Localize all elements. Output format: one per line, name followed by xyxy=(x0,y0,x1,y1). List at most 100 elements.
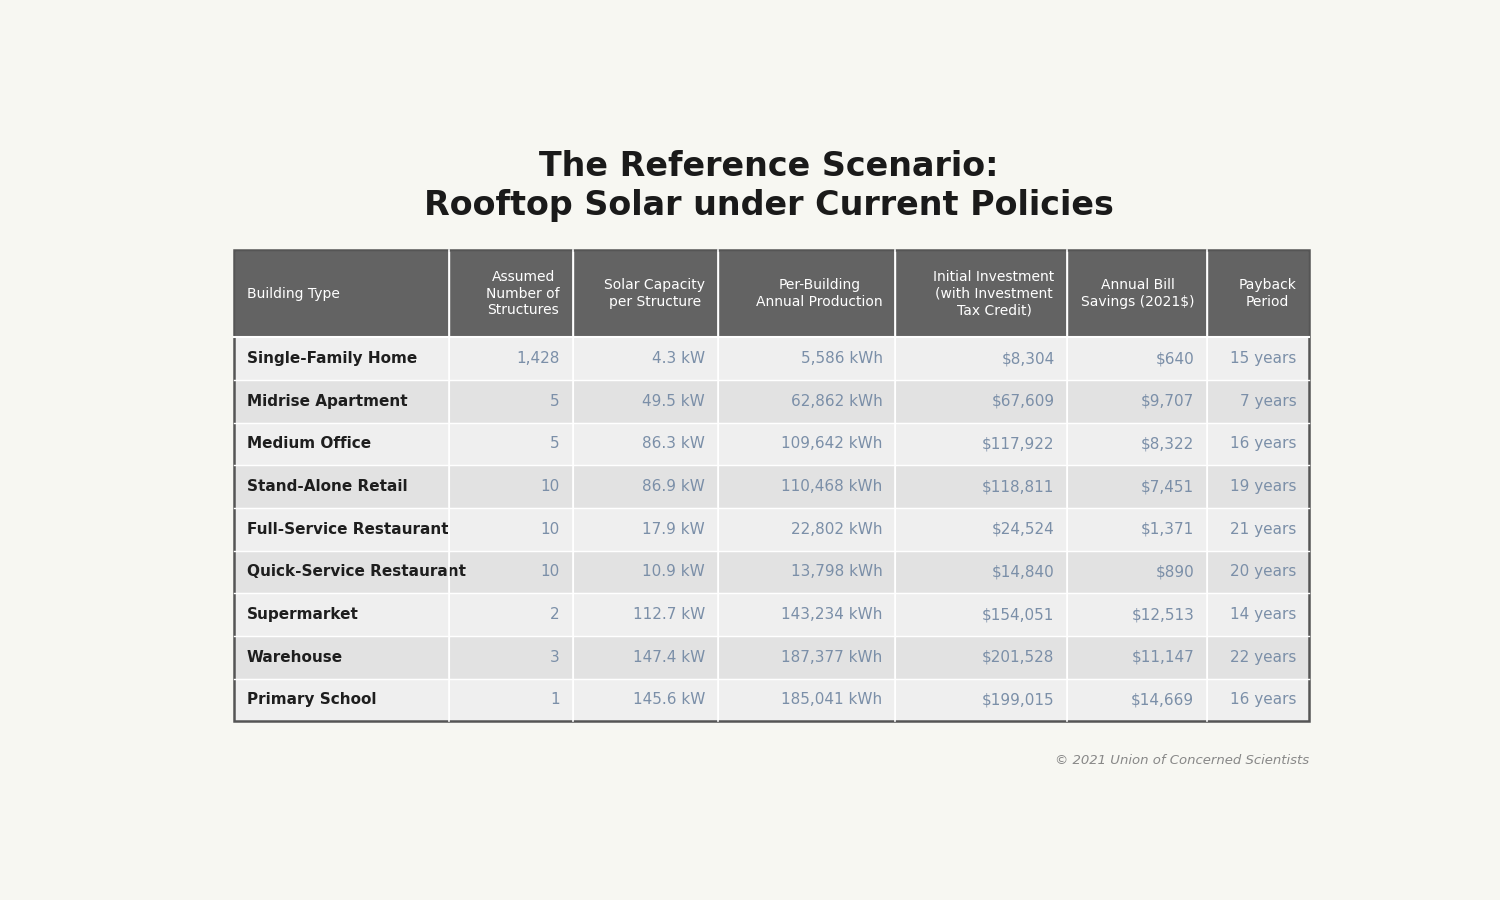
Bar xyxy=(448,593,573,636)
Text: The Reference Scenario:: The Reference Scenario: xyxy=(538,150,999,184)
Bar xyxy=(896,593,1068,636)
Text: 145.6 kW: 145.6 kW xyxy=(633,692,705,707)
Text: Annual Bill
Savings (2021$): Annual Bill Savings (2021$) xyxy=(1082,278,1194,309)
Bar xyxy=(1208,250,1310,338)
Text: 13,798 kWh: 13,798 kWh xyxy=(790,564,882,580)
Text: 5,586 kWh: 5,586 kWh xyxy=(801,351,882,366)
Text: 86.9 kW: 86.9 kW xyxy=(642,479,705,494)
Bar xyxy=(573,465,718,508)
Bar xyxy=(1068,636,1208,679)
Bar xyxy=(1208,465,1310,508)
Bar xyxy=(718,636,896,679)
Bar xyxy=(896,423,1068,465)
Text: 7 years: 7 years xyxy=(1240,394,1296,409)
Bar xyxy=(1208,338,1310,380)
Bar xyxy=(1068,679,1208,721)
Text: 147.4 kW: 147.4 kW xyxy=(633,650,705,665)
Bar xyxy=(1068,508,1208,551)
Text: 109,642 kWh: 109,642 kWh xyxy=(782,436,882,452)
Bar xyxy=(234,593,448,636)
Text: 16 years: 16 years xyxy=(1230,436,1296,452)
Bar xyxy=(448,551,573,593)
Bar xyxy=(448,508,573,551)
Text: 185,041 kWh: 185,041 kWh xyxy=(782,692,882,707)
Text: 5: 5 xyxy=(550,394,560,409)
Bar xyxy=(234,250,1310,721)
Text: $201,528: $201,528 xyxy=(982,650,1054,665)
Text: Solar Capacity
per Structure: Solar Capacity per Structure xyxy=(604,278,705,309)
Text: Warehouse: Warehouse xyxy=(248,650,344,665)
Text: 10: 10 xyxy=(540,479,560,494)
Text: 49.5 kW: 49.5 kW xyxy=(642,394,705,409)
Bar xyxy=(1068,593,1208,636)
Bar xyxy=(234,679,448,721)
Bar xyxy=(234,465,448,508)
Text: 16 years: 16 years xyxy=(1230,692,1296,707)
Text: Per-Building
Annual Production: Per-Building Annual Production xyxy=(756,278,882,309)
Bar xyxy=(896,508,1068,551)
Bar xyxy=(448,636,573,679)
Text: $8,322: $8,322 xyxy=(1142,436,1194,452)
Bar xyxy=(718,593,896,636)
Text: 112.7 kW: 112.7 kW xyxy=(633,608,705,622)
Text: $11,147: $11,147 xyxy=(1131,650,1194,665)
Text: Building Type: Building Type xyxy=(248,287,339,301)
Text: 10.9 kW: 10.9 kW xyxy=(642,564,705,580)
Bar xyxy=(448,465,573,508)
Text: Initial Investment
(with Investment
Tax Credit): Initial Investment (with Investment Tax … xyxy=(933,270,1054,318)
Bar xyxy=(448,423,573,465)
Bar xyxy=(896,250,1068,338)
Bar xyxy=(234,250,448,338)
Text: $12,513: $12,513 xyxy=(1131,608,1194,622)
Bar xyxy=(718,508,896,551)
Text: © 2021 Union of Concerned Scientists: © 2021 Union of Concerned Scientists xyxy=(1054,754,1310,768)
Bar xyxy=(234,551,448,593)
Bar xyxy=(448,380,573,423)
Bar xyxy=(1208,593,1310,636)
Text: 1,428: 1,428 xyxy=(516,351,560,366)
Bar xyxy=(718,250,896,338)
Text: 4.3 kW: 4.3 kW xyxy=(652,351,705,366)
Text: 143,234 kWh: 143,234 kWh xyxy=(782,608,882,622)
Bar xyxy=(573,338,718,380)
Bar xyxy=(1208,551,1310,593)
Bar xyxy=(718,679,896,721)
Text: Full-Service Restaurant: Full-Service Restaurant xyxy=(248,522,448,536)
Text: Medium Office: Medium Office xyxy=(248,436,370,452)
Text: $1,371: $1,371 xyxy=(1142,522,1194,536)
Text: $890: $890 xyxy=(1155,564,1194,580)
Bar xyxy=(234,338,448,380)
Text: 5: 5 xyxy=(550,436,560,452)
Text: $7,451: $7,451 xyxy=(1142,479,1194,494)
Bar xyxy=(234,508,448,551)
Text: 10: 10 xyxy=(540,522,560,536)
Bar xyxy=(573,636,718,679)
Text: Single-Family Home: Single-Family Home xyxy=(248,351,417,366)
Bar xyxy=(1068,551,1208,593)
Bar xyxy=(1068,250,1208,338)
Text: Midrise Apartment: Midrise Apartment xyxy=(248,394,408,409)
Text: 10: 10 xyxy=(540,564,560,580)
Bar xyxy=(234,636,448,679)
Bar xyxy=(896,636,1068,679)
Bar xyxy=(896,338,1068,380)
Text: 187,377 kWh: 187,377 kWh xyxy=(782,650,882,665)
Text: Stand-Alone Retail: Stand-Alone Retail xyxy=(248,479,408,494)
Bar xyxy=(234,423,448,465)
Text: 3: 3 xyxy=(550,650,560,665)
Text: 22 years: 22 years xyxy=(1230,650,1296,665)
Bar xyxy=(573,380,718,423)
Bar xyxy=(1208,423,1310,465)
Bar xyxy=(1208,636,1310,679)
Text: $8,304: $8,304 xyxy=(1002,351,1054,366)
Text: 110,468 kWh: 110,468 kWh xyxy=(782,479,882,494)
Bar xyxy=(1068,465,1208,508)
Text: $24,524: $24,524 xyxy=(992,522,1054,536)
Text: $154,051: $154,051 xyxy=(982,608,1054,622)
Bar xyxy=(448,679,573,721)
Text: $118,811: $118,811 xyxy=(982,479,1054,494)
Text: $67,609: $67,609 xyxy=(992,394,1054,409)
Bar xyxy=(718,338,896,380)
Bar xyxy=(718,465,896,508)
Bar xyxy=(573,679,718,721)
